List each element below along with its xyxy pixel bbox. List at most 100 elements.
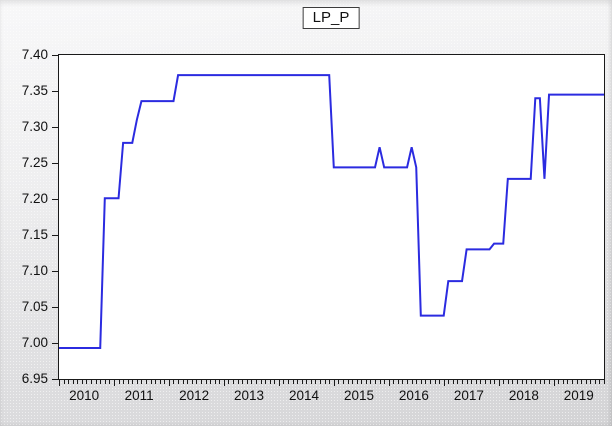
x-axis-month-tick [594, 380, 596, 384]
y-axis-label: 7.00 [21, 335, 48, 350]
x-axis-month-tick [109, 380, 111, 384]
x-axis-month-tick [512, 380, 514, 384]
series-line-lp-p [59, 74, 604, 350]
x-axis-month-tick [100, 380, 102, 384]
x-axis-month-tick [393, 380, 395, 384]
y-axis-tick [52, 127, 58, 128]
x-axis-month-tick [274, 380, 276, 384]
x-axis-month-tick [448, 380, 450, 384]
x-axis-month-tick [535, 380, 537, 384]
x-axis-year-tick [498, 380, 500, 386]
x-axis-month-tick [320, 380, 322, 384]
x-axis-month-tick [457, 380, 459, 384]
x-axis-month-tick [118, 380, 120, 384]
x-axis-month-tick [269, 380, 271, 384]
x-axis-month-tick [539, 380, 541, 384]
x-axis-month-tick [581, 380, 583, 384]
x-axis-month-tick [91, 380, 93, 384]
x-axis-month-tick [347, 380, 349, 384]
x-axis-month-tick [155, 380, 157, 384]
x-axis-month-tick [516, 380, 518, 384]
x-axis-month-tick [164, 380, 166, 384]
y-axis-tick [52, 199, 58, 200]
x-axis-month-tick [420, 380, 422, 384]
y-axis-tick [52, 55, 58, 56]
x-axis-month-tick [576, 380, 578, 384]
x-axis-month-tick [141, 380, 143, 384]
x-axis-month-tick [361, 380, 363, 384]
x-axis-month-tick [205, 380, 207, 384]
x-axis-label: 2018 [508, 388, 539, 403]
x-axis-month-tick [86, 380, 88, 384]
x-axis-month-tick [471, 380, 473, 384]
x-axis-label: 2014 [288, 388, 320, 403]
x-axis-month-tick [411, 380, 413, 384]
x-axis-label: 2019 [563, 388, 594, 403]
x-axis-month-tick [599, 380, 601, 384]
x-axis-month-tick [265, 380, 267, 384]
x-axis-month-tick [342, 380, 344, 384]
y-axis-label: 7.40 [21, 47, 48, 62]
x-axis-month-tick [292, 380, 294, 384]
x-axis-month-tick [365, 380, 367, 384]
x-axis-month-tick [416, 380, 418, 384]
x-axis-month-tick [255, 380, 257, 384]
x-axis-month-tick [434, 380, 436, 384]
plot-area[interactable] [58, 54, 605, 380]
x-axis-month-tick [558, 380, 560, 384]
x-axis-month-tick [397, 380, 399, 384]
y-axis-label: 6.95 [21, 371, 48, 386]
x-axis-month-tick [214, 380, 216, 384]
x-axis-year-tick [59, 380, 60, 386]
y-axis-tick [52, 91, 58, 92]
x-axis-month-tick [182, 380, 184, 384]
x-axis-month-tick [132, 380, 134, 384]
x-axis-month-tick [196, 380, 198, 384]
x-axis-month-tick [210, 380, 212, 384]
x-axis-label: 2012 [179, 388, 210, 403]
x-axis-month-tick [494, 380, 496, 384]
x-axis-year-tick [443, 380, 445, 386]
x-axis-month-tick [187, 380, 189, 384]
y-axis-tick [52, 343, 58, 344]
x-axis-month-tick [246, 380, 248, 384]
chart-title-box[interactable]: LP_P [302, 7, 360, 29]
x-axis-month-tick [338, 380, 340, 384]
x-axis-month-tick [219, 380, 221, 384]
y-axis-label: 7.25 [21, 155, 48, 170]
x-axis-label: 2013 [234, 388, 265, 403]
y-axis-tick [52, 271, 58, 272]
x-axis-month-tick [356, 380, 358, 384]
x-axis-month-tick [81, 380, 83, 384]
x-axis-label: 2010 [69, 388, 100, 403]
x-axis-month-tick [329, 380, 331, 384]
x-axis-month-tick [567, 380, 569, 384]
x-axis-month-tick [228, 380, 230, 384]
x-axis-month-tick [310, 380, 312, 384]
x-axis-month-tick [136, 380, 138, 384]
x-axis-month-tick [429, 380, 431, 384]
y-axis-label: 7.30 [21, 119, 48, 134]
x-axis-month-tick [251, 380, 253, 384]
x-axis-month-tick [297, 380, 299, 384]
y-axis-label: 7.15 [21, 227, 48, 242]
x-axis-month-tick [287, 380, 289, 384]
x-axis-month-tick [480, 380, 482, 384]
x-axis-month-tick [530, 380, 532, 384]
x-axis-month-tick [475, 380, 477, 384]
x-axis-month-tick [191, 380, 193, 384]
x-axis-month-tick [484, 380, 486, 384]
x-axis-month-tick [301, 380, 303, 384]
x-axis-month-tick [150, 380, 152, 384]
x-axis-month-tick [462, 380, 464, 384]
x-axis-month-tick [306, 380, 308, 384]
x-axis-month-tick [544, 380, 546, 384]
x-axis-month-tick [425, 380, 427, 384]
y-axis-tick [52, 235, 58, 236]
x-axis-month-tick [283, 380, 285, 384]
x-axis-month-tick [549, 380, 551, 384]
x-axis-label: 2016 [398, 388, 429, 403]
x-axis-month-tick [104, 380, 106, 384]
x-axis-month-tick [402, 380, 404, 384]
